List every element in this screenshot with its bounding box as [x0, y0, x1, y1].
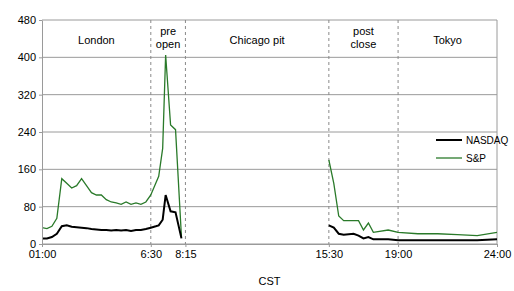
tick: 80	[24, 201, 42, 213]
axis-line	[43, 244, 498, 245]
tick-mark	[185, 244, 186, 247]
tick-label: 80	[24, 201, 36, 213]
tick: 320	[18, 89, 42, 101]
grid-line	[42, 206, 497, 207]
tick: 160	[18, 163, 42, 175]
tick-mark	[39, 132, 42, 133]
tick: 01:00	[29, 244, 57, 260]
frame	[497, 20, 498, 244]
tick-label: 6:30	[141, 248, 162, 260]
axis-title: CST	[259, 275, 281, 287]
tick-label: 240	[18, 126, 36, 138]
lines	[42, 55, 497, 240]
tick-label: 19:00	[385, 248, 413, 260]
grid-line	[42, 169, 497, 170]
region-label: Tokyo	[433, 34, 462, 46]
tick: 240	[18, 126, 42, 138]
tick-mark	[151, 244, 152, 247]
grid-line	[42, 132, 497, 133]
legend: NASDAQ S&P	[436, 135, 508, 164]
tick: 400	[18, 51, 42, 63]
grid	[42, 20, 497, 244]
region-separator	[398, 20, 399, 244]
tick-label: 320	[18, 89, 36, 101]
tick-mark	[497, 244, 498, 247]
tick: 19:00	[385, 244, 413, 260]
tick-mark	[329, 244, 330, 247]
legend-label: S&P	[466, 153, 486, 164]
tick: 8:15	[175, 244, 196, 260]
tick-label: 8:15	[175, 248, 196, 260]
tick-label: 160	[18, 163, 36, 175]
legend-swatch	[436, 139, 462, 141]
series-line	[42, 55, 497, 237]
tick-label: 480	[18, 14, 36, 26]
region-label: pre	[160, 25, 176, 37]
tick: 480	[18, 14, 42, 26]
region-separators	[151, 20, 398, 244]
legend-label: NASDAQ	[466, 135, 508, 146]
tick-mark	[42, 244, 43, 247]
axis-line	[42, 21, 43, 245]
tick-label: 400	[18, 51, 36, 63]
region-label: close	[351, 38, 377, 50]
grid-line	[42, 57, 497, 58]
tick-mark	[39, 244, 42, 245]
region-label: open	[156, 38, 180, 50]
series-line	[42, 195, 497, 240]
tick-mark	[39, 95, 42, 96]
tick-mark	[39, 20, 42, 21]
x-axis: 01:00 6:30 8:15 15:30 19:00 24:00	[29, 244, 512, 260]
region-labels: London preopen Chicago pit postclose Tokyo	[78, 25, 462, 50]
region-separator	[185, 20, 186, 244]
region-separator	[328, 20, 329, 244]
grid-line	[42, 94, 497, 95]
region-label: Chicago pit	[230, 34, 285, 46]
tick: 24:00	[484, 244, 512, 260]
chart: 08016024032040048001:006:308:1515:3019:0…	[0, 0, 514, 291]
region-separator	[150, 20, 151, 244]
tick-mark	[39, 169, 42, 170]
tick-label: 24:00	[484, 248, 512, 260]
tick-mark	[39, 207, 42, 208]
tick-mark	[39, 57, 42, 58]
tick-label: 01:00	[29, 248, 57, 260]
tick-label: 15:30	[316, 248, 344, 260]
region-label: London	[78, 34, 115, 46]
region-label: post	[353, 25, 374, 37]
tick-mark	[398, 244, 399, 247]
legend-swatch	[436, 157, 462, 158]
tick: 6:30	[141, 244, 162, 260]
y-axis: 080160240320400480	[18, 14, 43, 250]
grid-line	[42, 244, 497, 245]
tick: 15:30	[316, 244, 344, 260]
grid-line	[42, 20, 497, 21]
